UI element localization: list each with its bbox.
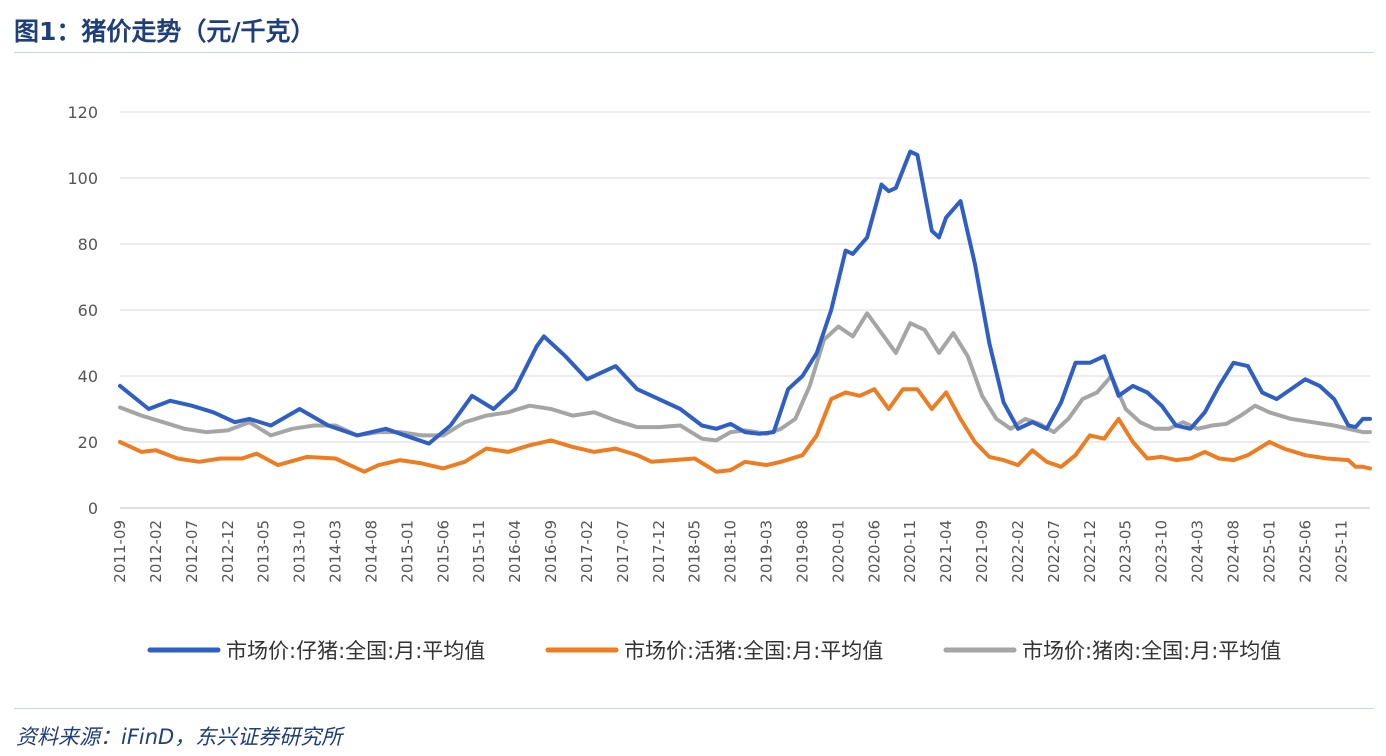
x-tick-label: 2022-02: [1009, 520, 1027, 583]
x-tick-label: 2020-01: [829, 520, 847, 583]
y-tick-label: 120: [67, 103, 98, 122]
x-tick-label: 2025-06: [1296, 520, 1314, 583]
x-tick-label: 2014-08: [362, 520, 380, 583]
x-tick-label: 2016-09: [542, 520, 560, 583]
x-tick-label: 2016-04: [506, 520, 524, 583]
x-tick-label: 2019-03: [758, 520, 776, 583]
x-tick-label: 2025-01: [1260, 520, 1278, 583]
y-tick-label: 40: [78, 367, 98, 386]
x-tick-label: 2015-01: [398, 520, 416, 583]
x-tick-label: 2011-09: [111, 520, 129, 583]
x-tick-label: 2025-11: [1332, 520, 1350, 583]
x-tick-label: 2024-03: [1189, 520, 1207, 583]
source-divider: [14, 708, 1374, 709]
x-tick-label: 2021-04: [937, 520, 955, 583]
x-tick-label: 2012-07: [183, 520, 201, 583]
x-tick-label: 2020-11: [901, 520, 919, 583]
series-line: [118, 149, 1372, 446]
y-axis-tick-labels: 0 20 40 60 80 100 120: [67, 103, 98, 518]
figure-title: 图1：猪价走势（元/千克）: [14, 17, 316, 46]
x-tick-label: 2021-09: [973, 520, 991, 583]
x-tick-label: 2012-12: [219, 520, 237, 583]
x-tick-label: 2017-07: [614, 520, 632, 583]
x-tick-label: 2023-05: [1117, 520, 1135, 583]
series-line: [118, 311, 1372, 443]
series-line: [118, 387, 1372, 474]
x-tick-label: 2014-03: [327, 520, 345, 583]
legend-label: 市场价:活猪:全国:月:平均值: [624, 639, 883, 663]
x-tick-label: 2022-07: [1045, 520, 1063, 583]
x-tick-label: 2015-06: [434, 520, 452, 583]
x-tick-label: 2015-11: [470, 520, 488, 583]
x-tick-label: 2017-02: [578, 520, 596, 583]
legend-label: 市场价:猪肉:全国:月:平均值: [1022, 639, 1281, 663]
x-tick-label: 2020-06: [865, 520, 883, 583]
gridlines: [120, 111, 1370, 509]
x-tick-label: 2019-08: [793, 520, 811, 583]
source-note: 资料来源：iFinD，东兴证券研究所: [16, 725, 343, 749]
legend-label: 市场价:仔猪:全国:月:平均值: [226, 639, 485, 663]
x-tick-label: 2012-02: [147, 520, 165, 583]
legend: 市场价:仔猪:全国:月:平均值 市场价:活猪:全国:月:平均值 市场价:猪肉:全国:…: [147, 639, 1281, 663]
x-tick-label: 2022-12: [1081, 520, 1099, 583]
x-tick-label: 2018-10: [722, 520, 740, 583]
x-tick-label: 2013-10: [291, 520, 309, 583]
title-divider: [14, 52, 1374, 53]
x-axis-tick-labels: 2011-09 2012-02 2012-07 2012-12 2013-05 2013-…: [111, 520, 1350, 583]
x-tick-label: 2013-05: [255, 520, 273, 583]
y-tick-label: 60: [78, 301, 98, 320]
y-tick-label: 20: [78, 433, 98, 452]
x-tick-label: 2017-12: [650, 520, 668, 583]
series-lines: [118, 149, 1372, 474]
x-tick-label: 2023-10: [1153, 520, 1171, 583]
y-tick-label: 80: [78, 235, 98, 254]
y-tick-label: 100: [67, 169, 98, 188]
y-tick-label: 0: [88, 499, 98, 518]
x-tick-label: 2024-08: [1225, 520, 1243, 583]
x-tick-label: 2018-05: [686, 520, 704, 583]
